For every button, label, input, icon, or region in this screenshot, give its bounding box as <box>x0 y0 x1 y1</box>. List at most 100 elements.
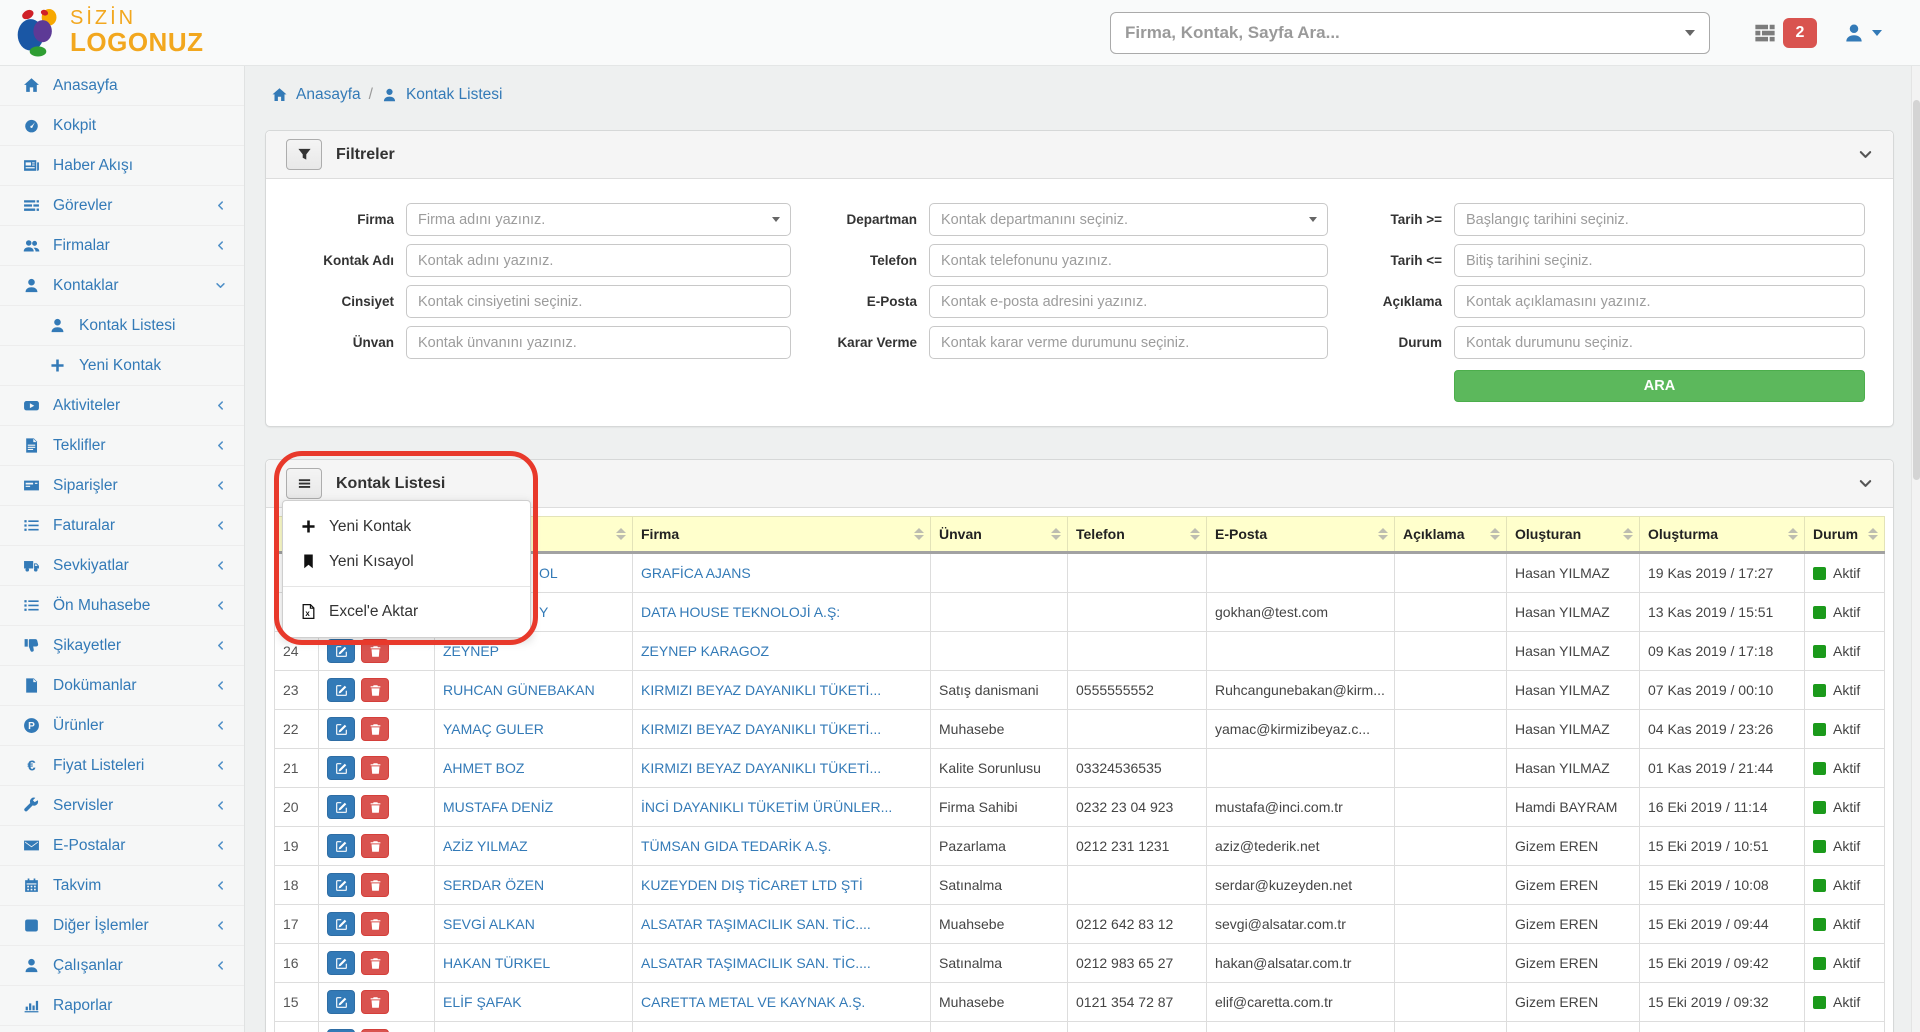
edit-button[interactable] <box>327 834 355 858</box>
notifications-button[interactable]: 2 <box>1753 18 1817 48</box>
edit-button[interactable] <box>327 678 355 702</box>
cell-contact-name[interactable]: HAKAN TÜRKEL <box>434 943 633 983</box>
cell-firma[interactable]: KIRMIZI BEYAZ DAYANIKLI TÜKETİ... <box>632 670 931 710</box>
cell-contact-name[interactable]: HÜSEYİN BAYRAK <box>434 1021 633 1032</box>
sidebar-item-servisler[interactable]: Servisler <box>0 786 244 826</box>
sidebar-item-takvim[interactable]: Takvim <box>0 866 244 906</box>
cell-firma[interactable]: TÜMSAN GIDA TEDARİK A.Ş. <box>632 826 931 866</box>
sidebar-item-yeni-kontak[interactable]: Yeni Kontak <box>0 346 244 386</box>
user-menu-button[interactable] <box>1843 22 1882 44</box>
collapse-chevron-icon[interactable] <box>1858 476 1873 491</box>
sidebar-item-diger-islemler[interactable]: Diğer İşlemler <box>0 906 244 946</box>
delete-button[interactable] <box>361 873 389 897</box>
telefon-filter-input[interactable] <box>929 244 1328 277</box>
menu-item-excel-e-aktar[interactable]: Excel'e Aktar <box>283 594 530 629</box>
durum-filter-input[interactable] <box>1454 326 1865 359</box>
sidebar-item-kokpit[interactable]: Kokpit <box>0 106 244 146</box>
delete-button[interactable] <box>361 795 389 819</box>
departman-filter-input[interactable] <box>929 203 1328 236</box>
sidebar-item-haber-akisi[interactable]: Haber Akışı <box>0 146 244 186</box>
sidebar-item-faturalar[interactable]: Faturalar <box>0 506 244 546</box>
sidebar-item-siparisler[interactable]: Siparişler <box>0 466 244 506</box>
sidebar-item-firmalar[interactable]: Firmalar <box>0 226 244 266</box>
cell-contact-name[interactable]: YAMAÇ GULER <box>434 709 633 749</box>
cinsiyet-filter-input[interactable] <box>406 285 791 318</box>
cell-contact-name[interactable]: AHMET BOZ <box>434 748 633 788</box>
tarih-filter-input[interactable] <box>1454 244 1865 277</box>
sidebar-item-raporlar[interactable]: Raporlar <box>0 986 244 1026</box>
sidebar-item-calisanlar[interactable]: Çalışanlar <box>0 946 244 986</box>
edit-button[interactable] <box>327 873 355 897</box>
global-search-input[interactable] <box>1125 23 1685 43</box>
sidebar-item-teklifler[interactable]: Teklifler <box>0 426 244 466</box>
global-search-box[interactable] <box>1110 12 1710 54</box>
menu-item-yeni-kisayol[interactable]: Yeni Kısayol <box>283 544 530 579</box>
sidebar-item-on-muhasebe[interactable]: Ön Muhasebe <box>0 586 244 626</box>
sidebar-item-kontaklar[interactable]: Kontaklar <box>0 266 244 306</box>
cell-firma[interactable]: GRAFİCA AJANS <box>632 552 931 593</box>
collapse-chevron-icon[interactable] <box>1858 147 1873 162</box>
sidebar-item-anasayfa[interactable]: Anasayfa <box>0 66 244 106</box>
unvan-filter-input[interactable] <box>406 326 791 359</box>
cell-contact-name[interactable]: MUSTAFA DENİZ <box>434 787 633 827</box>
firma-filter-input[interactable] <box>406 203 791 236</box>
tarih-filter-input[interactable] <box>1454 203 1865 236</box>
cell-contact-name[interactable]: SEVGİ ALKAN <box>434 904 633 944</box>
app-logo[interactable]: SİZİN LOGONUZ <box>0 7 245 59</box>
column-header-firma[interactable]: Firma <box>632 516 931 554</box>
search-submit-button[interactable]: ARA <box>1454 370 1865 402</box>
sidebar-item-sikayetler[interactable]: Şikayetler <box>0 626 244 666</box>
column-header-durum[interactable]: Durum <box>1804 516 1885 554</box>
sidebar-item-sevkiyatlar[interactable]: Sevkiyatlar <box>0 546 244 586</box>
delete-button[interactable] <box>361 990 389 1014</box>
sidebar-item-gorevler[interactable]: Görevler <box>0 186 244 226</box>
column-header-unvan[interactable]: Ünvan <box>930 516 1068 554</box>
breadcrumb-kontak-listesi[interactable]: Kontak Listesi <box>405 86 503 103</box>
breadcrumb-anasayfa[interactable]: Anasayfa <box>296 86 361 103</box>
cell-contact-name[interactable]: AZİZ YILMAZ <box>434 826 633 866</box>
sidebar-item-e-postalar[interactable]: E-Postalar <box>0 826 244 866</box>
cell-firma[interactable]: ALSATAR TAŞIMACILIK SAN. TİC.... <box>632 943 931 983</box>
cell-firma[interactable]: ZEYNEP KARAGOZ <box>632 631 931 671</box>
edit-button[interactable] <box>327 795 355 819</box>
column-header-olusturma[interactable]: Oluşturma <box>1639 516 1805 554</box>
scrollbar-thumb[interactable] <box>1913 100 1920 480</box>
edit-button[interactable] <box>327 990 355 1014</box>
delete-button[interactable] <box>361 1029 389 1032</box>
delete-button[interactable] <box>361 912 389 936</box>
cell-firma[interactable]: CARETTA METAL VE KAYNAK A.Ş. <box>632 982 931 1022</box>
delete-button[interactable] <box>361 639 389 663</box>
sidebar-item-fiyat-listeleri[interactable]: Fiyat Listeleri <box>0 746 244 786</box>
cell-contact-name[interactable]: SERDAR ÖZEN <box>434 865 633 905</box>
column-header-aciklama[interactable]: Açıklama <box>1394 516 1507 554</box>
filter-button[interactable] <box>286 139 322 170</box>
cell-firma[interactable]: ALSATAR TAŞIMACILIK SAN. TİC.... <box>632 904 931 944</box>
karar-verme-filter-input[interactable] <box>929 326 1328 359</box>
e-posta-filter-input[interactable] <box>929 285 1328 318</box>
sidebar-item-aktiviteler[interactable]: Aktiviteler <box>0 386 244 426</box>
cell-firma[interactable]: KIRMIZI BEYAZ DAYANIKLI TÜKETİ... <box>632 748 931 788</box>
edit-button[interactable] <box>327 1029 355 1032</box>
cell-firma[interactable]: İNCİ DAYANIKLI TÜKETİM ÜRÜNLER... <box>632 787 931 827</box>
sidebar-item-dokumanlar[interactable]: Dokümanlar <box>0 666 244 706</box>
delete-button[interactable] <box>361 756 389 780</box>
cell-firma[interactable]: CARETTA METAL VE KAYNAK A.Ş. <box>632 1021 931 1032</box>
column-header-e-posta[interactable]: E-Posta <box>1206 516 1395 554</box>
cell-contact-name[interactable]: ELİF ŞAFAK <box>434 982 633 1022</box>
sidebar-item-kontak-listesi[interactable]: Kontak Listesi <box>0 306 244 346</box>
delete-button[interactable] <box>361 717 389 741</box>
panel-menu-button[interactable] <box>286 468 322 499</box>
cell-firma[interactable]: DATA HOUSE TEKNOLOJİ A.Ş: <box>632 592 931 632</box>
edit-button[interactable] <box>327 912 355 936</box>
delete-button[interactable] <box>361 678 389 702</box>
menu-item-yeni-kontak[interactable]: Yeni Kontak <box>283 509 530 544</box>
delete-button[interactable] <box>361 834 389 858</box>
column-header-telefon[interactable]: Telefon <box>1067 516 1207 554</box>
aciklama-filter-input[interactable] <box>1454 285 1865 318</box>
delete-button[interactable] <box>361 951 389 975</box>
sidebar-item-urunler[interactable]: Ürünler <box>0 706 244 746</box>
column-header-olusturan[interactable]: Oluşturan <box>1506 516 1640 554</box>
cell-contact-name[interactable]: RUHCAN GÜNEBAKAN <box>434 670 633 710</box>
kontak-adi-filter-input[interactable] <box>406 244 791 277</box>
edit-button[interactable] <box>327 717 355 741</box>
